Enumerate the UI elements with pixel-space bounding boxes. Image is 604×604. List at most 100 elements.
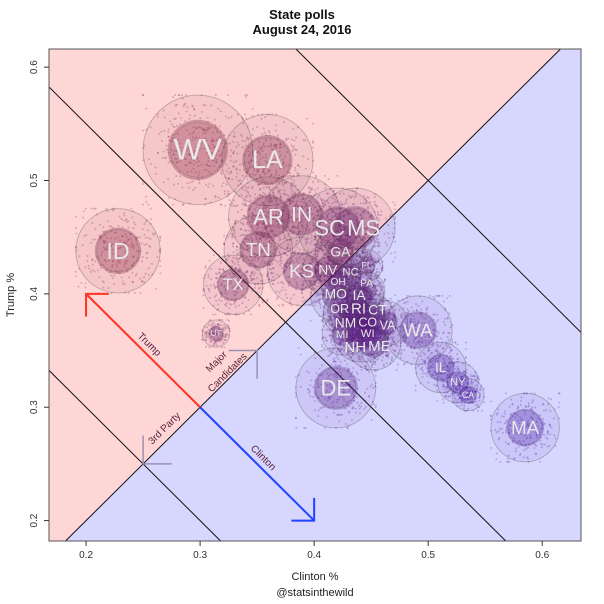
sim-point (168, 139, 171, 142)
sim-point (394, 294, 397, 297)
sim-point (349, 295, 352, 298)
sim-point (394, 251, 397, 254)
sim-point (209, 165, 212, 168)
sim-point (202, 127, 205, 130)
sim-point (211, 139, 214, 142)
sim-point (200, 94, 203, 97)
sim-point (258, 303, 261, 306)
sim-point (164, 156, 167, 159)
sim-point (212, 184, 215, 187)
sim-point (257, 183, 260, 186)
sim-point (188, 152, 191, 155)
sim-point (130, 207, 133, 210)
sim-point (276, 298, 279, 301)
sim-point (208, 127, 211, 130)
sim-point (218, 135, 221, 138)
sim-point (236, 113, 239, 116)
sim-point (198, 148, 201, 151)
sim-point (373, 285, 376, 288)
sim-point (74, 226, 77, 229)
sim-point (204, 264, 207, 267)
sim-point (205, 152, 208, 155)
sim-point (80, 282, 83, 285)
sim-point (191, 138, 194, 141)
sim-point (305, 285, 308, 288)
sim-point (291, 231, 294, 234)
sim-point (211, 152, 214, 155)
sim-point (159, 239, 162, 242)
sim-point (294, 153, 297, 156)
sim-point (145, 128, 148, 131)
sim-point (207, 160, 210, 163)
sim-point (172, 203, 175, 206)
sim-point (207, 185, 210, 188)
sim-point (309, 284, 312, 287)
sim-point (171, 140, 174, 143)
sim-point (344, 262, 347, 265)
sim-point (186, 170, 189, 173)
chart-subtitle: August 24, 2016 (253, 22, 352, 37)
sim-point (227, 167, 230, 170)
sim-point (208, 127, 211, 130)
sim-point (394, 256, 397, 259)
sim-point (171, 133, 174, 136)
sim-point (209, 157, 212, 160)
sim-point (260, 146, 263, 149)
sim-point (312, 171, 315, 174)
sim-point (282, 237, 285, 240)
sim-point (262, 169, 265, 172)
sim-point (189, 149, 192, 152)
sim-point (310, 235, 313, 238)
sim-point (214, 94, 217, 97)
sim-point (208, 259, 211, 262)
sim-point (235, 175, 238, 178)
sim-point (204, 132, 207, 135)
sim-point (216, 130, 219, 133)
sim-point (169, 140, 172, 143)
chart-title: State polls (269, 7, 335, 22)
sim-point (143, 144, 146, 147)
sim-point (205, 345, 208, 348)
sim-point (142, 129, 145, 132)
sim-point (74, 215, 77, 218)
sim-point (218, 154, 221, 157)
sim-point (186, 149, 189, 152)
sim-point (198, 179, 201, 182)
sim-point (202, 307, 205, 310)
sim-point (183, 103, 186, 106)
sim-point (179, 157, 182, 160)
sim-point (252, 166, 255, 169)
sim-point (188, 153, 191, 156)
sim-point (201, 110, 204, 113)
sim-point (263, 173, 266, 176)
equal-line (65, 49, 561, 541)
sim-point (277, 304, 280, 307)
sim-point (227, 94, 230, 97)
sim-point (383, 278, 386, 281)
sim-point (223, 193, 226, 196)
sim-point (201, 128, 204, 131)
sim-point (273, 143, 276, 146)
sim-point (224, 204, 227, 207)
sim-point (214, 157, 217, 160)
sim-point (258, 146, 261, 149)
sim-point (246, 190, 249, 193)
sim-point (182, 105, 185, 108)
reference-lines (49, 49, 581, 541)
sim-point (148, 158, 151, 161)
sim-point (228, 134, 231, 137)
sim-point (226, 318, 229, 321)
sim-point (228, 319, 231, 322)
sim-point (211, 131, 214, 134)
sim-point (241, 116, 244, 119)
sim-point (212, 140, 215, 143)
sim-point (191, 180, 194, 183)
sim-point (245, 117, 248, 120)
sim-point (175, 149, 178, 152)
sim-point (232, 165, 235, 168)
sim-point (215, 161, 218, 164)
sim-point (392, 201, 395, 204)
sim-point (173, 118, 176, 121)
sim-point (264, 116, 267, 119)
sim-point (249, 204, 252, 207)
